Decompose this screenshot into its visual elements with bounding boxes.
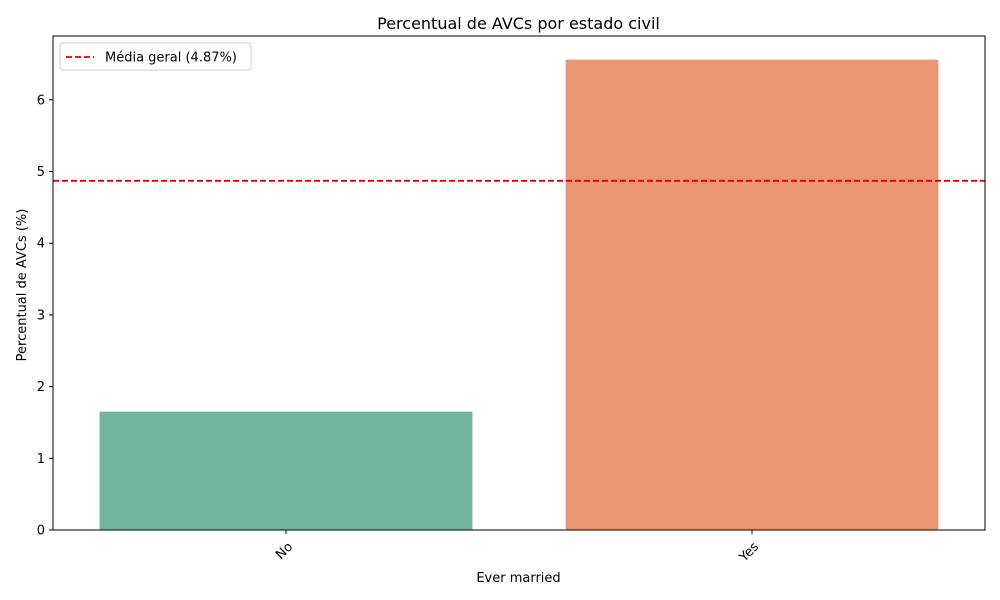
y-tick-label: 6 [37,93,45,108]
y-tick-label: 2 [37,380,45,395]
y-tick-label: 0 [37,524,45,539]
legend-frame [59,42,252,71]
axes-frame [52,35,986,531]
bar-no [99,411,473,530]
y-tick-label: 3 [37,308,45,323]
legend: Média geral (4.87%) [59,42,252,71]
legend-label: Média geral (4.87%) [105,51,237,66]
bar-yes [565,59,939,531]
y-tick-label: 1 [37,452,45,467]
y-tick-label: 5 [37,165,45,180]
y-axis-label: Percentual de AVCs (%) [15,209,30,362]
x-tick-label: Yes [736,539,762,565]
y-tick-label: 4 [37,237,45,252]
x-axis-label: Ever married [476,571,560,586]
plot-area: 0 1 2 3 4 5 6 No Yes [37,35,986,566]
x-tick-label: No [273,540,296,563]
chart-title: Percentual de AVCs por estado civil [377,14,660,33]
